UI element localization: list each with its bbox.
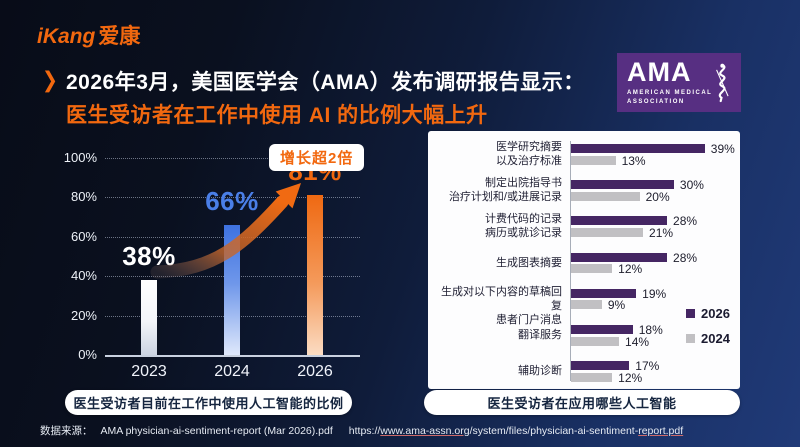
value-label-2024: 21%	[649, 225, 674, 240]
y-tick-label: 20%	[70, 307, 97, 323]
bar-2026	[571, 288, 637, 298]
category-label-line: 辅助诊断	[518, 365, 562, 378]
category-label: 医学研究摘要 以及治疗标准	[432, 140, 562, 168]
growth-badge: 增长超2倍	[269, 144, 365, 171]
value-label-2026: 28%	[673, 250, 698, 265]
category-label: 制定出院指导书 治疗计划和/或进展记录	[432, 176, 562, 204]
category-label-line: 生成图表摘要	[496, 256, 562, 269]
category-label-line: 生成对以下内容的草稿回复	[441, 285, 562, 312]
x-axis-label-2023: 2023	[131, 363, 167, 380]
category-label-line: 以及治疗标准	[496, 155, 562, 167]
category-label: 生成图表摘要	[432, 256, 562, 270]
usage-trend-chart: 38% 66% 81% 100% 80% 60% 40% 20% 0% 2023 2024 2026	[45, 144, 375, 389]
legend-swatch-2024	[686, 334, 695, 343]
value-label-2026: 19%	[642, 286, 667, 301]
category-label-line: 翻译服务	[518, 329, 562, 341]
source-label: 数据来源：	[40, 425, 93, 437]
category-label: 生成对以下内容的草稿回复 患者门户消息	[432, 285, 562, 327]
category-label-line: 医学研究摘要	[496, 141, 562, 153]
value-label-2024: 20%	[645, 189, 670, 204]
ama-acronym: AMA	[627, 57, 692, 87]
right-chart-caption: 医生受访者在应用哪些人工智能	[424, 390, 740, 415]
value-label-2026: 17%	[635, 359, 660, 374]
y-tick-label: 40%	[70, 268, 97, 284]
bar-2026	[571, 144, 705, 153]
grid-line	[105, 197, 360, 199]
bar-2026	[307, 195, 323, 355]
y-tick-label: 60%	[70, 228, 97, 244]
legend-label-2026: 2026	[701, 306, 730, 321]
value-label-2024: 9%	[607, 298, 626, 313]
bar-2026	[571, 180, 674, 190]
bar-2026	[571, 361, 630, 371]
y-tick-label: 80%	[70, 189, 97, 205]
ai-applications-chart-card: 2026 2024 医学研究摘要 以及治疗标准 39% 13% 制定出院指导书 治疗计划和…	[428, 131, 740, 389]
bar-2024	[571, 191, 640, 201]
value-label-2026: 39%	[710, 142, 735, 156]
bar-2024	[571, 227, 644, 237]
value-label-2024: 12%	[618, 262, 643, 277]
x-axis-label-2024: 2024	[214, 363, 250, 380]
value-label-2026: 28%	[673, 214, 698, 229]
value-label-2026: 18%	[638, 323, 663, 337]
x-axis-label-2026: 2026	[297, 363, 333, 380]
ikang-logo: iKang 爱康	[37, 20, 140, 50]
category-label-line: 患者门户消息	[496, 313, 562, 326]
legend-2026: 2026	[686, 306, 730, 321]
bar-2026	[571, 325, 633, 334]
category-label-line: 治疗计划和/或进展记录	[448, 191, 562, 204]
category-label-line: 制定出院指导书	[485, 177, 562, 190]
bar-2024	[571, 372, 613, 382]
category-label: 计费代码的记录 病历或就诊记录	[432, 212, 562, 240]
y-tick-label: 100%	[63, 150, 97, 165]
bar-2024	[571, 300, 602, 310]
growth-arrow-icon	[150, 183, 301, 279]
value-label-2024: 14%	[625, 334, 650, 349]
value-label-2026: 30%	[679, 178, 704, 193]
bar-2024	[571, 264, 613, 274]
ikang-logo-en: iKang	[37, 25, 96, 48]
ama-logo-text: AMA AMERICAN MEDICAL ASSOCIATION	[627, 59, 712, 106]
category-label-line: 病历或就诊记录	[485, 227, 562, 240]
legend-swatch-2026	[686, 309, 695, 318]
legend-2024: 2024	[686, 331, 730, 346]
value-label-2024: 12%	[618, 370, 643, 385]
data-source-line: 数据来源： AMA physician-ai-sentiment-report (…	[40, 423, 683, 438]
left-chart-caption: 医生受访者目前在工作中使用人工智能的比例	[65, 390, 352, 415]
slide-title-line1: 2026年3月，美国医学会（AMA）发布调研报告显示：	[66, 71, 585, 94]
source-url[interactable]: https://www.ama-assn.org/system/files/ph…	[348, 425, 684, 437]
legend-label-2024: 2024	[701, 331, 730, 346]
y-tick-label: 0%	[78, 347, 97, 362]
ikang-logo-cn: 爱康	[98, 25, 141, 48]
ama-logo: AMA AMERICAN MEDICAL ASSOCIATION	[617, 53, 741, 112]
value-label-2024: 13%	[621, 153, 646, 168]
right-chart-axis-line	[570, 141, 571, 381]
bar-2026	[571, 252, 668, 262]
bar-2023	[141, 280, 157, 355]
ama-subtext-line2: ASSOCIATION	[627, 99, 685, 105]
ama-subtext-line1: AMERICAN MEDICAL	[627, 90, 713, 96]
source-filename: AMA physician-ai-sentiment-report (Mar 2…	[100, 425, 333, 437]
category-label-line: 计费代码的记录	[485, 213, 562, 226]
left-chart-plot-area: 38% 66% 81%	[105, 156, 360, 357]
bar-2024	[571, 155, 616, 165]
slide-title-line2: 医生受访者在工作中使用 AI 的比例大幅上升	[66, 104, 488, 127]
value-label-2024: 66%	[205, 185, 259, 216]
category-label: 翻译服务	[432, 328, 562, 342]
caduceus-icon	[716, 63, 729, 102]
bar-2024	[571, 336, 620, 346]
chevron-bullet-icon: ❯	[42, 68, 58, 93]
bar-2026	[571, 216, 668, 226]
category-label: 辅助诊断	[432, 364, 562, 378]
grid-line	[105, 158, 360, 159]
